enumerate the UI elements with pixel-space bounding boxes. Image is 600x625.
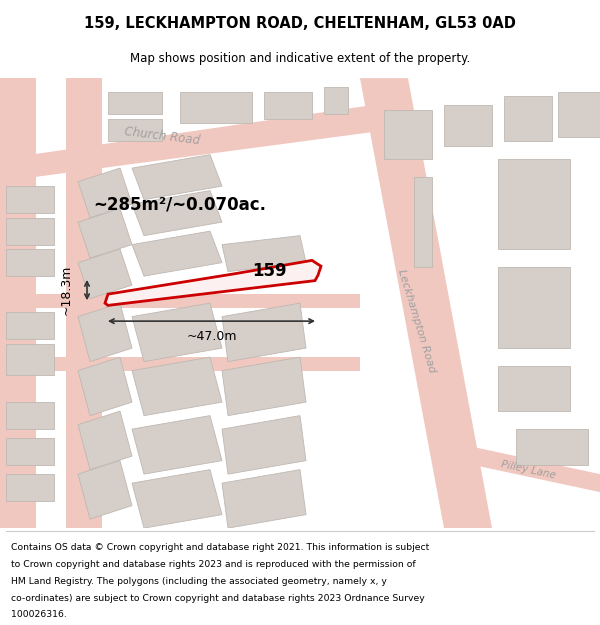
Polygon shape: [6, 474, 54, 501]
Polygon shape: [132, 416, 222, 474]
Polygon shape: [36, 294, 360, 308]
Polygon shape: [0, 105, 372, 182]
Text: ~285m²/~0.070ac.: ~285m²/~0.070ac.: [94, 195, 266, 213]
Polygon shape: [6, 217, 54, 244]
Polygon shape: [108, 92, 162, 114]
Polygon shape: [558, 92, 600, 137]
Polygon shape: [108, 119, 162, 141]
Polygon shape: [360, 78, 492, 528]
Polygon shape: [504, 96, 552, 141]
Polygon shape: [516, 429, 588, 465]
Polygon shape: [78, 249, 132, 299]
Polygon shape: [0, 78, 36, 528]
Polygon shape: [132, 191, 222, 236]
Polygon shape: [78, 168, 132, 217]
Polygon shape: [105, 261, 321, 306]
Polygon shape: [132, 154, 222, 199]
Text: ~47.0m: ~47.0m: [186, 331, 237, 343]
Polygon shape: [132, 357, 222, 416]
Polygon shape: [132, 469, 222, 528]
Text: 159, LECKHAMPTON ROAD, CHELTENHAM, GL53 0AD: 159, LECKHAMPTON ROAD, CHELTENHAM, GL53 …: [84, 16, 516, 31]
Polygon shape: [324, 87, 348, 114]
Polygon shape: [78, 461, 132, 519]
Polygon shape: [414, 177, 432, 267]
Polygon shape: [66, 78, 102, 528]
Polygon shape: [222, 357, 306, 416]
Text: ~18.3m: ~18.3m: [59, 265, 73, 315]
Polygon shape: [132, 303, 222, 362]
Polygon shape: [78, 303, 132, 362]
Polygon shape: [222, 236, 306, 272]
Polygon shape: [180, 92, 252, 123]
Polygon shape: [384, 109, 432, 159]
Polygon shape: [6, 344, 54, 375]
Polygon shape: [498, 159, 570, 249]
Polygon shape: [432, 438, 600, 492]
Polygon shape: [6, 438, 54, 465]
Text: Leckhampton Road: Leckhampton Road: [397, 268, 437, 374]
Polygon shape: [78, 357, 132, 416]
Text: co-ordinates) are subject to Crown copyright and database rights 2023 Ordnance S: co-ordinates) are subject to Crown copyr…: [11, 594, 425, 602]
Polygon shape: [6, 312, 54, 339]
Text: Pilley Lane: Pilley Lane: [500, 459, 556, 480]
Polygon shape: [6, 402, 54, 429]
Text: to Crown copyright and database rights 2023 and is reproduced with the permissio: to Crown copyright and database rights 2…: [11, 559, 415, 569]
Text: HM Land Registry. The polygons (including the associated geometry, namely x, y: HM Land Registry. The polygons (includin…: [11, 576, 386, 586]
Polygon shape: [78, 411, 132, 469]
Polygon shape: [222, 303, 306, 362]
Polygon shape: [6, 186, 54, 213]
Polygon shape: [498, 366, 570, 411]
Polygon shape: [36, 357, 360, 371]
Polygon shape: [498, 267, 570, 348]
Text: 100026316.: 100026316.: [11, 611, 67, 619]
Polygon shape: [132, 231, 222, 276]
Polygon shape: [222, 469, 306, 528]
Text: 159: 159: [253, 262, 287, 280]
Text: Contains OS data © Crown copyright and database right 2021. This information is : Contains OS data © Crown copyright and d…: [11, 542, 429, 552]
Polygon shape: [444, 105, 492, 146]
Polygon shape: [6, 249, 54, 276]
Text: Church Road: Church Road: [124, 126, 200, 148]
Text: Map shows position and indicative extent of the property.: Map shows position and indicative extent…: [130, 52, 470, 65]
Polygon shape: [78, 209, 132, 258]
Polygon shape: [222, 416, 306, 474]
Polygon shape: [264, 92, 312, 119]
